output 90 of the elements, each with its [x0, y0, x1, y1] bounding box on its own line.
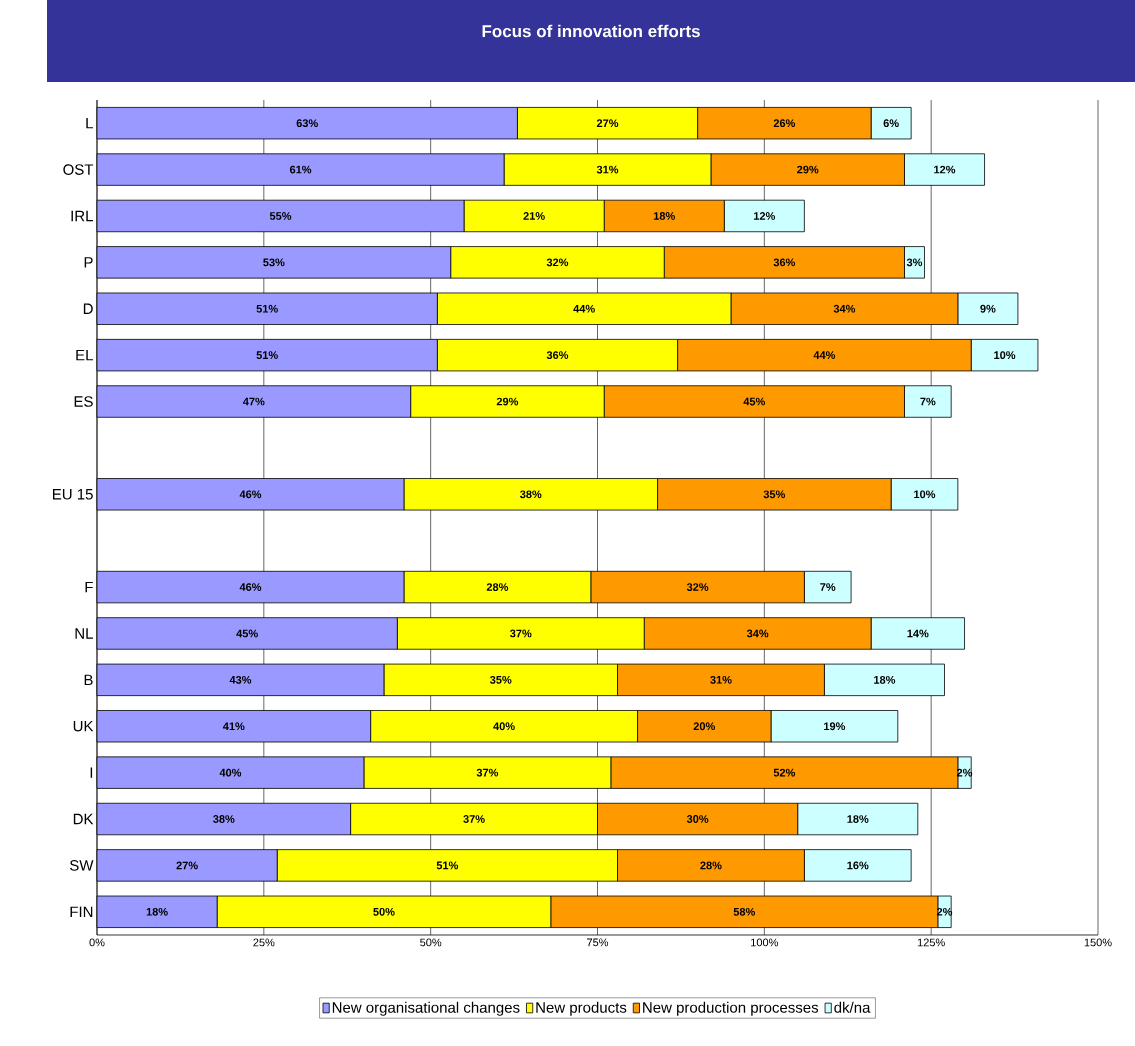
x-tick-label: 50% [420, 938, 442, 947]
data-label: 44% [813, 351, 836, 359]
data-label: 38% [213, 815, 235, 823]
legend-label: New production processes [643, 1001, 819, 1016]
data-label: 51% [256, 351, 278, 360]
data-label: 14% [907, 629, 929, 638]
x-tick-label: 0% [89, 938, 105, 947]
data-label: 43% [229, 675, 252, 684]
y-tick-label: EU 15 [53, 489, 93, 500]
data-label: 38% [520, 490, 542, 499]
legend-label: dk/na [834, 1001, 871, 1013]
chart-title: Focus of innovation efforts [482, 24, 700, 38]
y-tick-label: SW [69, 860, 94, 871]
data-label: 29% [496, 397, 519, 406]
data-label: 44% [573, 304, 595, 313]
legend-label: New organisational changes [332, 1001, 520, 1016]
data-label: 18% [653, 212, 675, 220]
data-label: 26% [773, 119, 796, 128]
data-label: 53% [263, 258, 285, 267]
y-tick-label: F [85, 581, 93, 593]
data-label: 20% [693, 722, 715, 731]
y-tick-label: B [84, 674, 93, 686]
y-tick-label: I [90, 767, 93, 778]
data-label: 36% [546, 351, 569, 360]
data-label: 6% [883, 119, 899, 128]
x-tick-label: 150% [1084, 938, 1112, 947]
data-label: 52% [773, 768, 796, 777]
y-tick-label: NL [75, 628, 93, 639]
data-label: 3% [906, 258, 923, 267]
data-label: 27% [176, 861, 198, 870]
data-label: 46% [239, 490, 262, 499]
data-label: 7% [920, 397, 936, 406]
data-label: 30% [686, 815, 709, 823]
data-label: 40% [493, 722, 515, 731]
data-label: 41% [222, 722, 245, 731]
data-label: 29% [797, 165, 819, 174]
data-label: 63% [296, 119, 318, 128]
data-label: 32% [686, 583, 709, 591]
data-label: 12% [754, 212, 776, 220]
data-label: 35% [489, 675, 512, 684]
data-label: 18% [847, 815, 869, 823]
data-label: 10% [914, 490, 936, 499]
y-tick-label: ES [74, 396, 93, 407]
data-label: 34% [746, 629, 769, 638]
x-tick-label: 75% [587, 938, 609, 947]
data-label: 28% [486, 583, 509, 591]
x-tick-label: 125% [917, 938, 945, 947]
data-label: 51% [256, 304, 278, 313]
x-tick-label: 100% [751, 938, 778, 947]
data-label: 12% [934, 165, 956, 174]
data-label: 55% [269, 212, 292, 220]
data-label: 37% [510, 629, 532, 638]
data-label: 46% [239, 583, 262, 591]
data-label: 28% [700, 861, 722, 870]
data-label: 51% [436, 861, 459, 870]
data-label: 47% [242, 397, 265, 406]
y-tick-label: OST [63, 164, 94, 175]
y-tick-label: L [86, 118, 93, 129]
data-label: 61% [289, 165, 312, 174]
data-label: 9% [980, 304, 996, 313]
y-tick-label: D [83, 303, 93, 314]
y-tick-label: IRL [71, 210, 93, 222]
y-tick-label: EL [76, 349, 93, 361]
data-label: 45% [236, 629, 258, 638]
data-label: 40% [219, 768, 242, 777]
data-label: 16% [847, 861, 869, 870]
data-label: 50% [373, 907, 395, 916]
data-label: 31% [596, 165, 619, 174]
data-label: 37% [476, 768, 499, 777]
data-label: 31% [710, 675, 732, 684]
data-label: 27% [596, 119, 619, 128]
data-label: 32% [546, 258, 569, 267]
data-label: 35% [763, 490, 786, 499]
y-tick-label: DK [73, 813, 94, 825]
y-tick-label: UK [73, 721, 94, 732]
data-label: 19% [824, 722, 846, 731]
x-tick-label: 25% [253, 938, 275, 947]
data-label: 58% [733, 907, 756, 916]
y-tick-label: P [84, 257, 93, 268]
data-label: 34% [833, 304, 856, 313]
data-label: 18% [146, 907, 168, 916]
data-label: 18% [874, 675, 896, 684]
legend-label: New products [536, 1001, 627, 1016]
data-label: 7% [820, 583, 836, 591]
y-tick-label: FIN [70, 906, 93, 917]
data-label: 45% [743, 397, 766, 406]
data-label: 10% [994, 351, 1016, 360]
data-label: 21% [523, 212, 545, 220]
data-label: 36% [773, 258, 796, 267]
data-label: 37% [463, 815, 485, 823]
